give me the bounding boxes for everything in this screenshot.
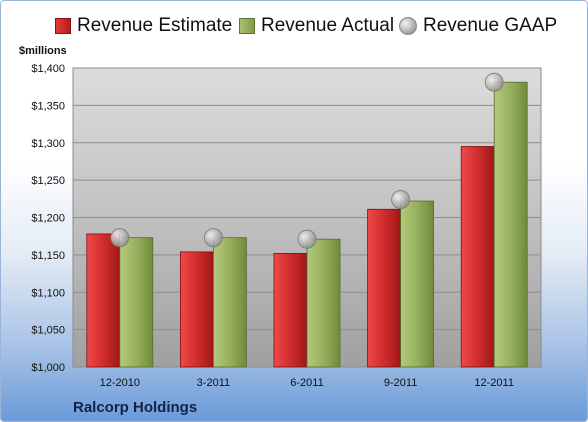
marker-revenue-gaap [110, 228, 130, 248]
bar-revenue-estimate [460, 146, 495, 368]
y-tick-label: $1,250 [31, 175, 65, 187]
y-tick-label: $1,050 [31, 325, 65, 337]
bar-revenue-actual [212, 237, 247, 368]
bar-revenue-actual [400, 200, 435, 368]
bars [86, 81, 528, 368]
x-tick-label: 12-2010 [100, 377, 140, 389]
x-tick-label: 9-2011 [384, 377, 417, 389]
y-tick-label: $1,200 [31, 213, 65, 225]
legend-swatch-actual [239, 18, 255, 34]
x-tick-label: 3-2011 [197, 377, 230, 389]
gaap-markers [110, 72, 504, 249]
y-axis-ticks: $1,000 $1,050 $1,100 $1,150 $1,200 $1,250 $1,3… [31, 63, 65, 374]
legend-label-estimate: Revenue Estimate [77, 15, 233, 36]
bar-revenue-actual [493, 81, 528, 368]
x-axis-ticks: 12-2010 3-2011 6-2011 9-2011 12-2011 [100, 377, 514, 389]
marker-revenue-gaap [391, 190, 411, 209]
y-tick-label: $1,150 [31, 250, 65, 262]
legend: Revenue Estimate Revenue Actual Revenue … [1, 15, 587, 43]
y-tick-label: $1,350 [31, 100, 65, 112]
marker-revenue-gaap [203, 228, 223, 248]
bar-revenue-actual [119, 237, 154, 368]
bar-revenue-estimate [273, 252, 308, 368]
units-label: $millions [19, 45, 67, 57]
y-tick-label: $1,300 [31, 138, 65, 150]
legend-item-estimate: Revenue Estimate [55, 15, 232, 37]
marker-revenue-gaap [297, 229, 317, 249]
x-tick-label: 6-2011 [290, 377, 323, 389]
bar-revenue-estimate [86, 233, 121, 368]
y-tick-label: $1,000 [31, 362, 65, 374]
y-tick-label: $1,400 [31, 63, 65, 75]
bar-revenue-actual [306, 238, 341, 368]
bar-revenue-estimate [179, 251, 214, 368]
legend-label-gaap: Revenue GAAP [423, 15, 558, 36]
legend-item-gaap: Revenue GAAP [399, 15, 557, 37]
marker-revenue-gaap [484, 72, 504, 92]
y-tick-label: $1,100 [31, 287, 65, 299]
legend-swatch-gaap [399, 17, 417, 35]
legend-label-actual: Revenue Actual [261, 15, 395, 36]
legend-swatch-estimate [55, 18, 71, 34]
bar-revenue-estimate [367, 208, 402, 368]
company-name: Ralcorp Holdings [73, 399, 198, 416]
legend-item-actual: Revenue Actual [239, 15, 394, 37]
x-tick-label: 12-2011 [474, 377, 514, 389]
